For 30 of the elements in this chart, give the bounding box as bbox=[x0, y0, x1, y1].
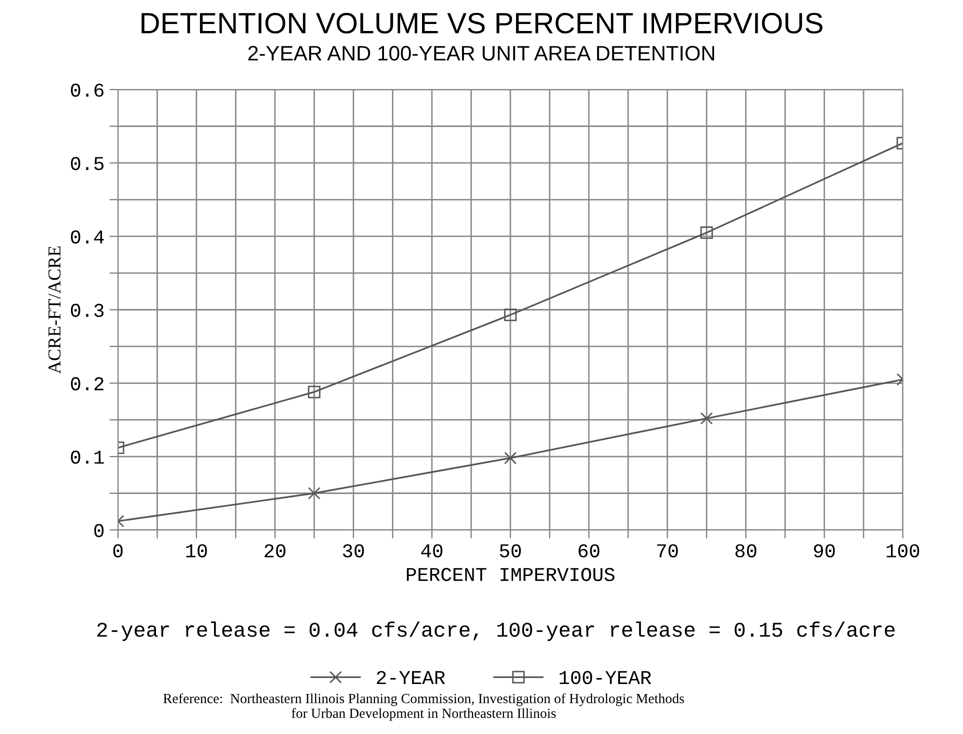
x-tick-label: 0 bbox=[113, 544, 123, 558]
y-tick-label: 0.4 bbox=[70, 230, 104, 244]
x-tick-label: 30 bbox=[342, 544, 364, 558]
text: 2-year release = 0.04 cfs/acre, 100-year release = 0.15 cfs/acre bbox=[97, 622, 895, 641]
point bbox=[700, 226, 713, 239]
x-axis-title: PERCENT IMPERVIOUS bbox=[406, 568, 614, 582]
y-tick-label: 0.3 bbox=[70, 304, 104, 317]
x-tick-label: 10 bbox=[186, 544, 207, 558]
y-tick-label: 0.6 bbox=[70, 84, 104, 97]
point bbox=[700, 412, 713, 425]
point bbox=[504, 452, 517, 464]
x-tick-label: 70 bbox=[657, 544, 678, 558]
chart-title: DETENTION VOLUME VS PERCENT IMPERVIOUS bbox=[142, 12, 822, 34]
x-tick-label: 80 bbox=[735, 544, 756, 558]
y-tick-label: 0 bbox=[94, 524, 104, 538]
x-tick-label: 50 bbox=[500, 544, 521, 558]
point bbox=[504, 308, 517, 322]
legend-label: 2-YEAR bbox=[376, 670, 446, 684]
chart-subtitle: 2-YEAR AND 100-YEAR UNIT AREA DETENTION bbox=[248, 46, 714, 61]
x-tick-label: 20 bbox=[264, 544, 286, 558]
x-tick-label: 100 bbox=[886, 544, 920, 558]
x-tick-label: 60 bbox=[578, 544, 600, 558]
y-axis-title: ACRE-FT/ACRE bbox=[48, 246, 61, 374]
x-tick-label: 40 bbox=[421, 544, 442, 558]
y-tick-label: 0.1 bbox=[70, 450, 104, 464]
y-tick-label: 0.5 bbox=[70, 156, 104, 170]
text: Reference: Northeastern Illinois Planning Commission, Investigation of Hydrologic Methods for Urban Development in Northeastern Illinois bbox=[163, 693, 684, 721]
legend-label: 100-YEAR bbox=[560, 670, 652, 684]
x-tick-label: 90 bbox=[814, 544, 835, 558]
y-tick-label: 0.2 bbox=[70, 377, 104, 390]
